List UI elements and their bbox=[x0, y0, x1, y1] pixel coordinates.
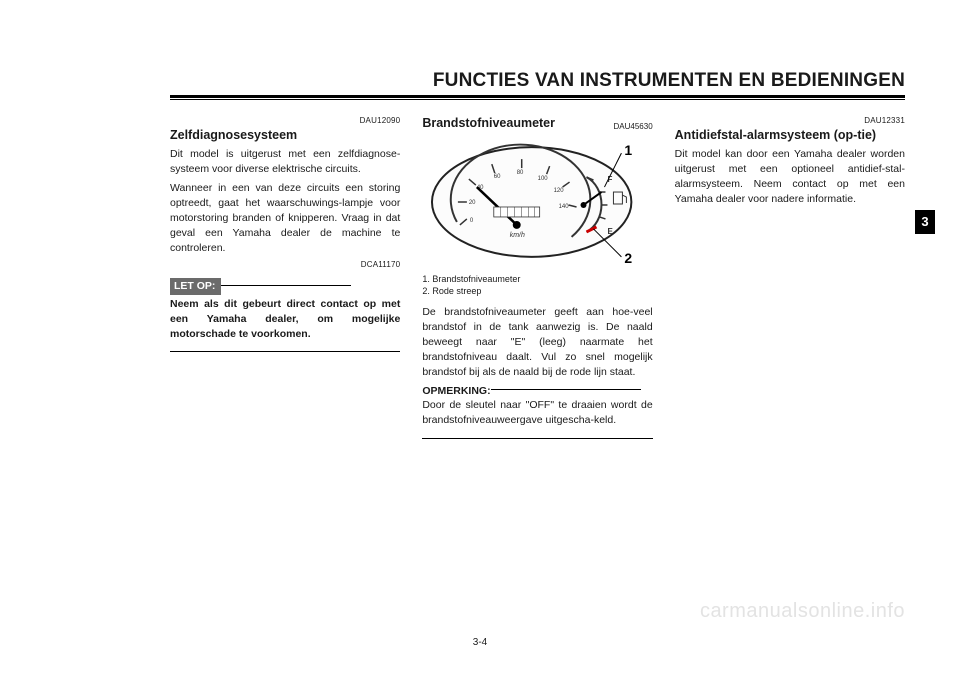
kmh-label: km/h bbox=[510, 232, 525, 239]
col1-warning-text: Neem als dit gebeurt direct contact op m… bbox=[170, 297, 400, 342]
watermark: carmanualsonline.info bbox=[700, 600, 905, 623]
tick-100: 100 bbox=[538, 176, 549, 182]
col1-heading: Zelfdiagnosesysteem bbox=[170, 127, 400, 145]
col1-end-rule bbox=[170, 351, 400, 352]
column-3: DAU12331 Antidiefstal-alarmsysteem (op-t… bbox=[675, 115, 905, 439]
col2-note-row: OPMERKING: bbox=[422, 384, 652, 399]
callout-2: 2 bbox=[625, 250, 633, 266]
note-rule bbox=[491, 389, 641, 390]
page-number: 3-4 bbox=[0, 637, 960, 648]
note-heading: OPMERKING: bbox=[422, 384, 490, 399]
chapter-tab: 3 bbox=[915, 210, 935, 234]
figure-caption-1: 1. Brandstofniveaumeter bbox=[422, 273, 652, 285]
gauge-svg: 0 20 40 60 80 100 120 140 bbox=[422, 137, 652, 267]
tick-140: 140 bbox=[559, 204, 570, 210]
col2-note-text: Door de sleutel naar "OFF" te draaien wo… bbox=[422, 398, 652, 428]
header-rule-thick bbox=[170, 95, 905, 98]
column-2: Brandstofniveaumeter DAU45630 bbox=[422, 115, 652, 439]
caution-rule bbox=[221, 285, 351, 286]
col2-heading: Brandstofniveaumeter bbox=[422, 115, 555, 133]
col1-para-2: Wanneer in een van deze circuits een sto… bbox=[170, 181, 400, 256]
header-rule-thin bbox=[170, 99, 905, 100]
col2-para-1: De brandstofniveaumeter geeft aan hoe-ve… bbox=[422, 305, 652, 380]
figure-caption-list: 1. Brandstofniveaumeter 2. Rode streep bbox=[422, 273, 652, 297]
col2-heading-row: Brandstofniveaumeter DAU45630 bbox=[422, 115, 652, 133]
col2-code: DAU45630 bbox=[614, 121, 653, 132]
col2-end-rule bbox=[422, 438, 652, 439]
col1-code-1: DAU12090 bbox=[170, 115, 400, 126]
fuel-E: E bbox=[608, 227, 613, 236]
page-header-title: FUNCTIES VAN INSTRUMENTEN EN BEDIENINGEN bbox=[170, 70, 905, 92]
fuel-gauge-figure: 0 20 40 60 80 100 120 140 bbox=[422, 137, 652, 267]
col3-heading: Antidiefstal-alarmsysteem (op-tie) bbox=[675, 127, 905, 145]
col3-code: DAU12331 bbox=[675, 115, 905, 126]
figure-caption-2: 2. Rode streep bbox=[422, 285, 652, 297]
tick-20: 20 bbox=[469, 200, 476, 206]
caution-label: LET OP: bbox=[170, 278, 221, 295]
col3-para: Dit model kan door een Yamaha dealer wor… bbox=[675, 147, 905, 207]
col1-caution-row: LET OP: bbox=[170, 272, 400, 297]
col1-code-2: DCA11170 bbox=[170, 259, 400, 270]
column-1: DAU12090 Zelfdiagnosesysteem Dit model i… bbox=[170, 115, 400, 439]
col1-para-1: Dit model is uitgerust met een zelfdiagn… bbox=[170, 147, 400, 177]
tick-120: 120 bbox=[554, 188, 565, 194]
columns: DAU12090 Zelfdiagnosesysteem Dit model i… bbox=[170, 115, 905, 439]
page: FUNCTIES VAN INSTRUMENTEN EN BEDIENINGEN… bbox=[0, 0, 960, 678]
tick-80: 80 bbox=[517, 170, 524, 176]
tick-60: 60 bbox=[494, 174, 501, 180]
callout-1: 1 bbox=[625, 142, 633, 158]
